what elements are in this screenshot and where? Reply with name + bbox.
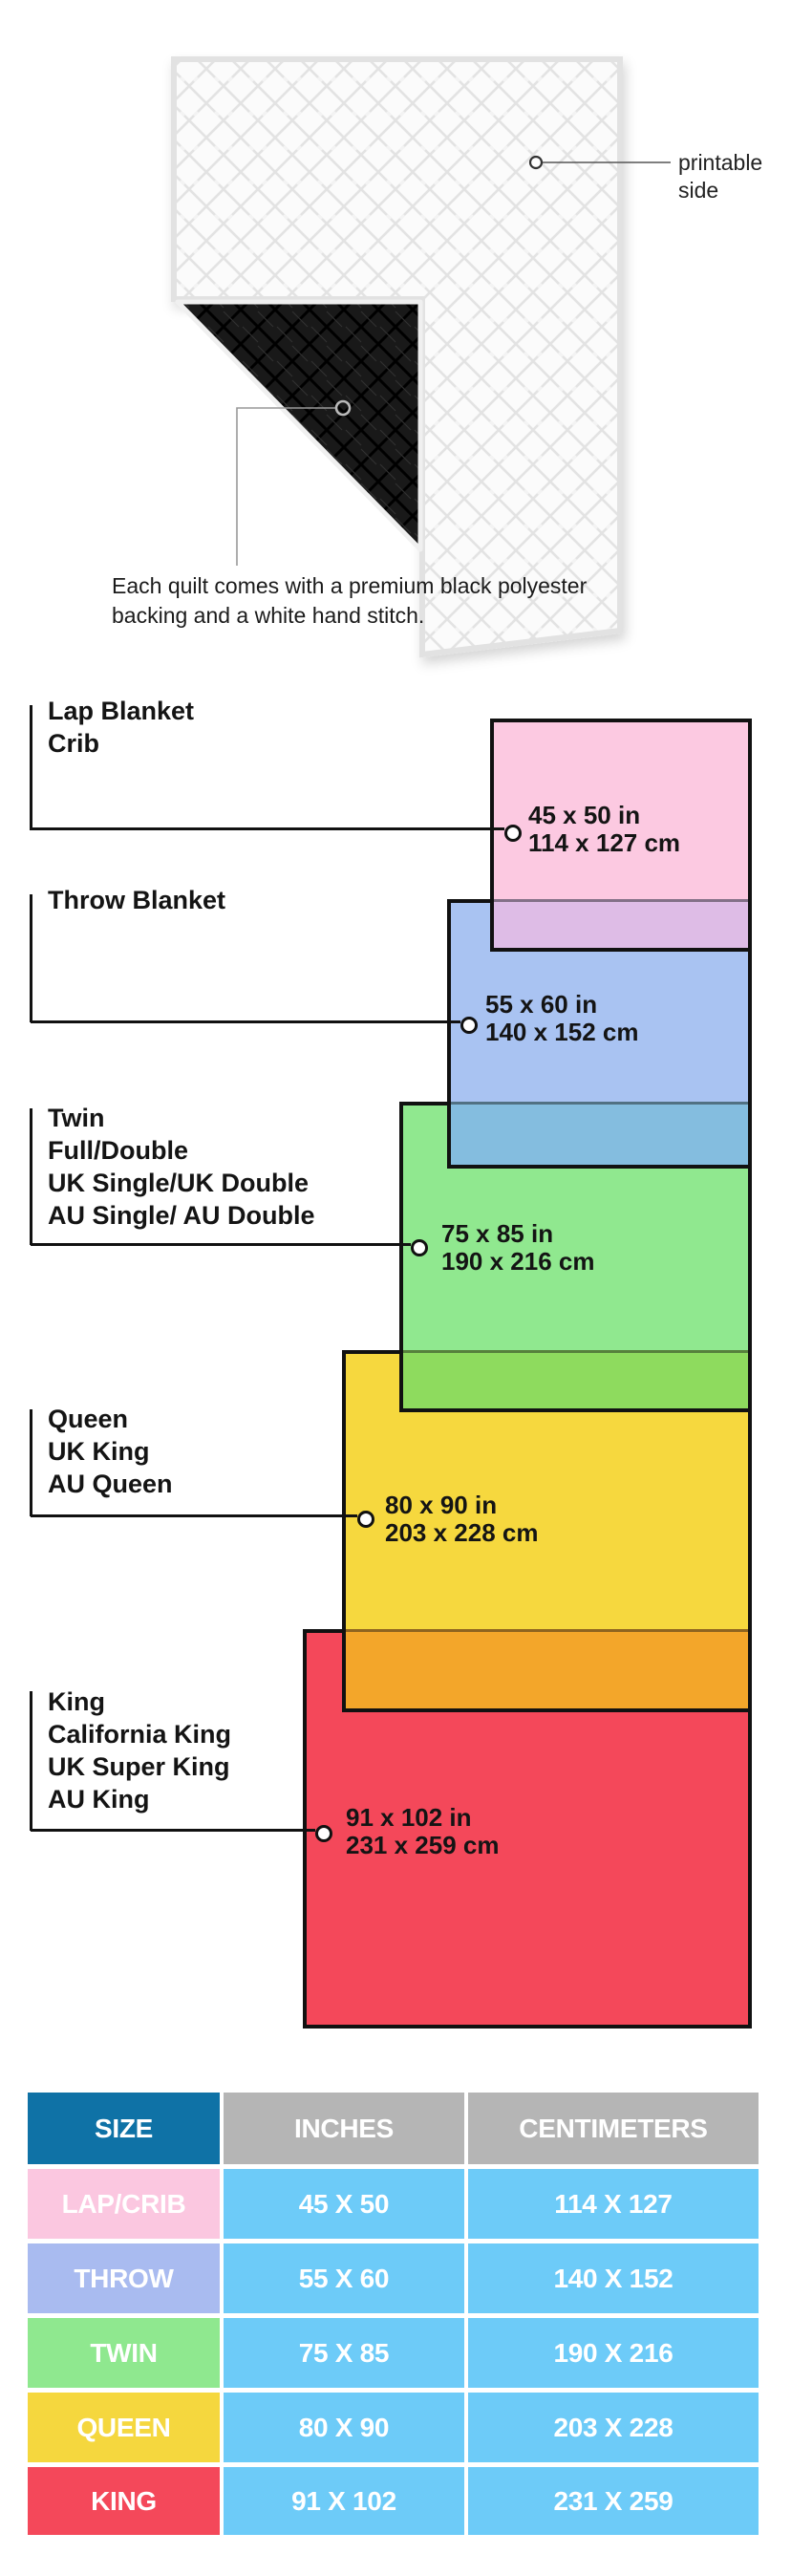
callout-hline-queen [31,1514,357,1517]
size-label-lap: Lap Blanket Crib [48,695,194,760]
printable-side-label: printable side [678,149,762,204]
label-line: Twin [48,1104,105,1132]
callout-dot-throw [460,1017,478,1034]
callout-dot-lap [504,825,522,842]
label-line: AU Queen [48,1470,173,1498]
table-row-label: THROW [28,2243,220,2313]
overlap-twin-queen [403,1350,748,1408]
dim-inches: 55 x 60 in [485,990,598,1019]
label-line: Queen [48,1405,129,1433]
size-label-throw: Throw Blanket [48,884,225,916]
table-row-label: LAP/CRIB [28,2169,220,2239]
table-cell-inches: 75 X 85 [224,2318,464,2388]
dim-cm: 203 x 228 cm [385,1518,539,1547]
table-cell-cm: 231 X 259 [468,2467,759,2535]
dim-inches: 45 x 50 in [528,801,641,829]
label-line: UK Super King [48,1752,230,1781]
table-cell-cm: 140 X 152 [468,2243,759,2313]
backing-callout-dot [334,399,352,417]
size-label-queen: Queen UK King AU Queen [48,1403,173,1500]
label-line: AU King [48,1785,150,1814]
label-line: Full/Double [48,1136,188,1165]
table-row-label: TWIN [28,2318,220,2388]
callout-dot-twin [411,1239,428,1256]
table-cell-cm: 203 X 228 [468,2393,759,2462]
dim-label-twin: 75 x 85 in 190 x 216 cm [441,1220,594,1276]
printable-side-line1: printable [678,150,763,175]
overlap-lap-throw [494,899,748,948]
size-label-twin: Twin Full/Double UK Single/UK Double AU … [48,1102,315,1232]
printable-side-callout-dot [528,155,544,170]
callout-hline-king [31,1829,315,1832]
size-table: SIZE INCHES CENTIMETERS LAP/CRIB 45 X 50… [28,2093,759,2535]
callout-vline-queen [30,1409,32,1516]
label-line: King [48,1687,105,1716]
table-header-size: SIZE [28,2093,220,2164]
dim-cm: 190 x 216 cm [441,1247,595,1276]
label-line: UK Single/UK Double [48,1169,310,1197]
caption-line2: backing and a white hand stitch. [112,603,425,628]
dim-cm: 140 x 152 cm [485,1018,639,1046]
callout-vline-king [30,1691,32,1831]
label-line: Crib [48,729,99,758]
dim-label-throw: 55 x 60 in 140 x 152 cm [485,991,638,1046]
table-header-inches: INCHES [224,2093,464,2164]
quilt-front-white [171,56,623,658]
label-line: Lap Blanket [48,697,195,725]
table-cell-inches: 55 X 60 [224,2243,464,2313]
table-row-label: QUEEN [28,2393,220,2462]
printable-side-line2: side [678,178,719,203]
table-cell-inches: 80 X 90 [224,2393,464,2462]
callout-vline-twin [30,1108,32,1245]
table-cell-cm: 114 X 127 [468,2169,759,2239]
dim-label-lap: 45 x 50 in 114 x 127 cm [528,802,680,857]
label-line: Throw Blanket [48,886,226,914]
quilt-illustration [171,56,671,658]
callout-vline-lap [30,705,32,830]
callout-dot-queen [357,1511,374,1528]
callout-hline-lap [31,827,504,830]
backing-callout-line [236,407,335,566]
dim-cm: 114 x 127 cm [528,828,681,857]
callout-vline-throw [30,894,32,1022]
table-row-label: KING [28,2467,220,2535]
table-cell-inches: 91 X 102 [224,2467,464,2535]
label-line: AU Single/ AU Double [48,1201,315,1230]
overlap-throw-twin [451,1102,748,1165]
table-header-centimeters: CENTIMETERS [468,2093,759,2164]
quilt-caption: Each quilt comes with a premium black po… [112,571,587,631]
size-label-king: King California King UK Super King AU Ki… [48,1685,231,1815]
table-cell-cm: 190 X 216 [468,2318,759,2388]
overlap-queen-king [346,1629,748,1708]
callout-hline-twin [31,1243,411,1246]
dim-cm: 231 x 259 cm [346,1831,500,1859]
quilt-back-black-triangle [175,299,423,552]
label-line: UK King [48,1437,150,1466]
dim-inches: 75 x 85 in [441,1219,554,1248]
dim-label-queen: 80 x 90 in 203 x 228 cm [385,1492,538,1547]
callout-hline-throw [31,1020,460,1023]
dim-label-king: 91 x 102 in 231 x 259 cm [346,1804,499,1859]
label-line: California King [48,1720,232,1749]
caption-line1: Each quilt comes with a premium black po… [112,573,588,598]
table-cell-inches: 45 X 50 [224,2169,464,2239]
callout-dot-king [315,1825,332,1842]
dim-inches: 91 x 102 in [346,1803,472,1832]
dim-inches: 80 x 90 in [385,1491,498,1519]
